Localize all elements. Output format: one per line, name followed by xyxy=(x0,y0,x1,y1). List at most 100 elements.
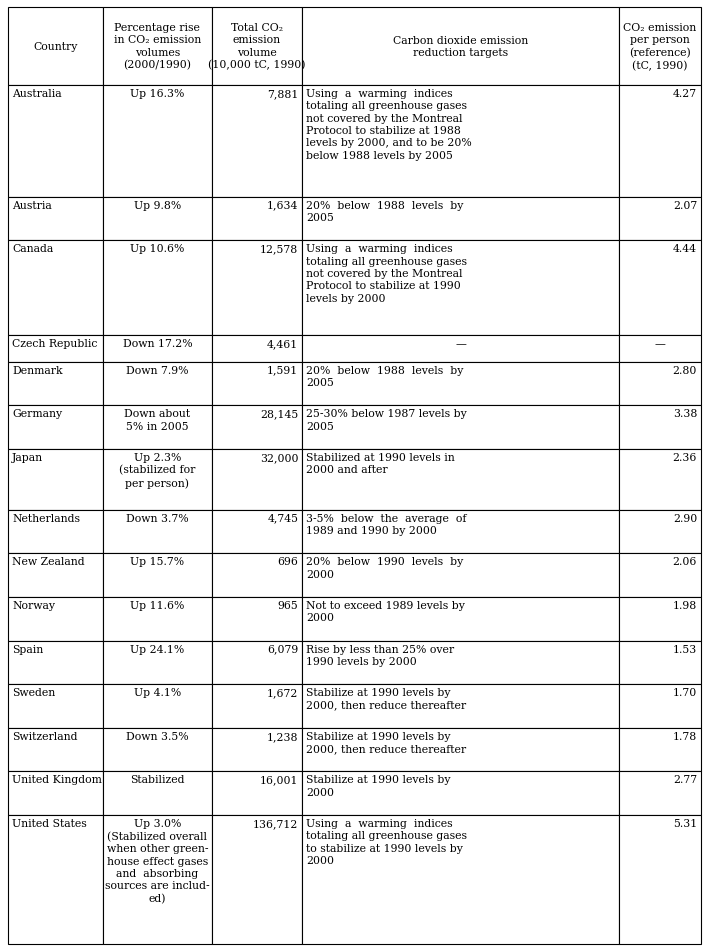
Text: 3.38: 3.38 xyxy=(673,408,697,419)
Bar xyxy=(8,641,103,684)
Bar xyxy=(302,241,619,336)
Bar xyxy=(211,641,302,684)
Bar xyxy=(103,449,211,510)
Text: 5.31: 5.31 xyxy=(673,818,697,828)
Bar xyxy=(103,597,211,641)
Bar xyxy=(103,554,211,597)
Bar xyxy=(8,510,103,554)
Text: Up 24.1%: Up 24.1% xyxy=(130,644,184,654)
Bar xyxy=(619,510,701,554)
Text: United Kingdom: United Kingdom xyxy=(12,775,102,784)
Bar xyxy=(619,449,701,510)
Bar xyxy=(103,86,211,197)
Bar xyxy=(211,772,302,815)
Text: Stabilize at 1990 levels by
2000, then reduce thereafter: Stabilize at 1990 levels by 2000, then r… xyxy=(306,687,467,710)
Text: Down 7.9%: Down 7.9% xyxy=(126,366,189,375)
Text: 4,461: 4,461 xyxy=(267,339,298,348)
Bar xyxy=(302,554,619,597)
Bar xyxy=(619,554,701,597)
Text: Up 11.6%: Up 11.6% xyxy=(130,601,184,610)
Text: New Zealand: New Zealand xyxy=(12,557,84,566)
Text: Stabilize at 1990 levels by
2000: Stabilize at 1990 levels by 2000 xyxy=(306,775,451,797)
Text: Stabilized at 1990 levels in
2000 and after: Stabilized at 1990 levels in 2000 and af… xyxy=(306,452,455,475)
Text: Percentage rise
in CO₂ emission
volumes
(2000/1990): Percentage rise in CO₂ emission volumes … xyxy=(113,23,201,70)
Bar xyxy=(103,406,211,449)
Bar xyxy=(302,684,619,728)
Text: 2.36: 2.36 xyxy=(673,452,697,463)
Text: Rise by less than 25% over
1990 levels by 2000: Rise by less than 25% over 1990 levels b… xyxy=(306,644,454,666)
Bar xyxy=(211,336,302,363)
Bar xyxy=(302,406,619,449)
Bar xyxy=(8,815,103,944)
Text: Down 17.2%: Down 17.2% xyxy=(123,339,192,348)
Text: 1,672: 1,672 xyxy=(267,687,298,698)
Text: Up 2.3%
(stabilized for
per person): Up 2.3% (stabilized for per person) xyxy=(119,452,196,488)
Text: 20%  below  1988  levels  by
2005: 20% below 1988 levels by 2005 xyxy=(306,201,464,223)
Bar xyxy=(211,197,302,241)
Text: 12,578: 12,578 xyxy=(260,244,298,254)
Text: Down 3.5%: Down 3.5% xyxy=(126,731,189,741)
Text: Up 9.8%: Up 9.8% xyxy=(134,201,181,210)
Bar xyxy=(302,641,619,684)
Text: —: — xyxy=(455,339,466,348)
Bar xyxy=(302,336,619,363)
Bar xyxy=(103,363,211,406)
Text: 32,000: 32,000 xyxy=(259,452,298,463)
Text: 696: 696 xyxy=(277,557,298,566)
Bar xyxy=(619,597,701,641)
Text: Up 3.0%
(Stabilized overall
when other green-
house effect gases
and  absorbing
: Up 3.0% (Stabilized overall when other g… xyxy=(105,818,210,903)
Text: Norway: Norway xyxy=(12,601,55,610)
Text: United States: United States xyxy=(12,818,86,828)
Text: 1.53: 1.53 xyxy=(673,644,697,654)
Bar xyxy=(302,772,619,815)
Text: Not to exceed 1989 levels by
2000: Not to exceed 1989 levels by 2000 xyxy=(306,601,465,623)
Bar xyxy=(103,8,211,86)
Text: 25-30% below 1987 levels by
2005: 25-30% below 1987 levels by 2005 xyxy=(306,408,467,431)
Text: Carbon dioxide emission
reduction targets: Carbon dioxide emission reduction target… xyxy=(393,35,528,58)
Text: 2.90: 2.90 xyxy=(673,513,697,523)
Text: Country: Country xyxy=(33,42,78,51)
Text: 20%  below  1988  levels  by
2005: 20% below 1988 levels by 2005 xyxy=(306,366,464,387)
Bar xyxy=(103,684,211,728)
Text: Up 16.3%: Up 16.3% xyxy=(130,89,184,99)
Bar xyxy=(8,8,103,86)
Bar xyxy=(103,197,211,241)
Bar xyxy=(302,728,619,772)
Text: 6,079: 6,079 xyxy=(267,644,298,654)
Text: 1.98: 1.98 xyxy=(673,601,697,610)
Bar xyxy=(8,336,103,363)
Bar xyxy=(619,363,701,406)
Bar xyxy=(619,684,701,728)
Bar xyxy=(302,197,619,241)
Bar xyxy=(211,554,302,597)
Bar xyxy=(302,449,619,510)
Bar xyxy=(8,449,103,510)
Bar xyxy=(8,197,103,241)
Text: Up 15.7%: Up 15.7% xyxy=(130,557,184,566)
Bar xyxy=(619,406,701,449)
Text: 2.06: 2.06 xyxy=(673,557,697,566)
Bar xyxy=(211,363,302,406)
Text: Total CO₂
emission
volume
(10,000 tC, 1990): Total CO₂ emission volume (10,000 tC, 19… xyxy=(208,23,306,70)
Bar xyxy=(8,728,103,772)
Text: 28,145: 28,145 xyxy=(260,408,298,419)
Bar xyxy=(8,554,103,597)
Text: 2.80: 2.80 xyxy=(673,366,697,375)
Text: Stabilize at 1990 levels by
2000, then reduce thereafter: Stabilize at 1990 levels by 2000, then r… xyxy=(306,731,467,753)
Bar xyxy=(8,684,103,728)
Text: 1.70: 1.70 xyxy=(673,687,697,698)
Bar xyxy=(211,728,302,772)
Bar xyxy=(8,597,103,641)
Bar xyxy=(211,597,302,641)
Text: Stabilized: Stabilized xyxy=(130,775,184,784)
Text: 4.27: 4.27 xyxy=(673,89,697,99)
Bar xyxy=(103,728,211,772)
Bar xyxy=(619,815,701,944)
Bar xyxy=(103,772,211,815)
Bar xyxy=(211,406,302,449)
Text: Down about
5% in 2005: Down about 5% in 2005 xyxy=(124,408,191,431)
Bar xyxy=(211,510,302,554)
Text: 1.78: 1.78 xyxy=(673,731,697,741)
Bar xyxy=(211,815,302,944)
Text: Germany: Germany xyxy=(12,408,62,419)
